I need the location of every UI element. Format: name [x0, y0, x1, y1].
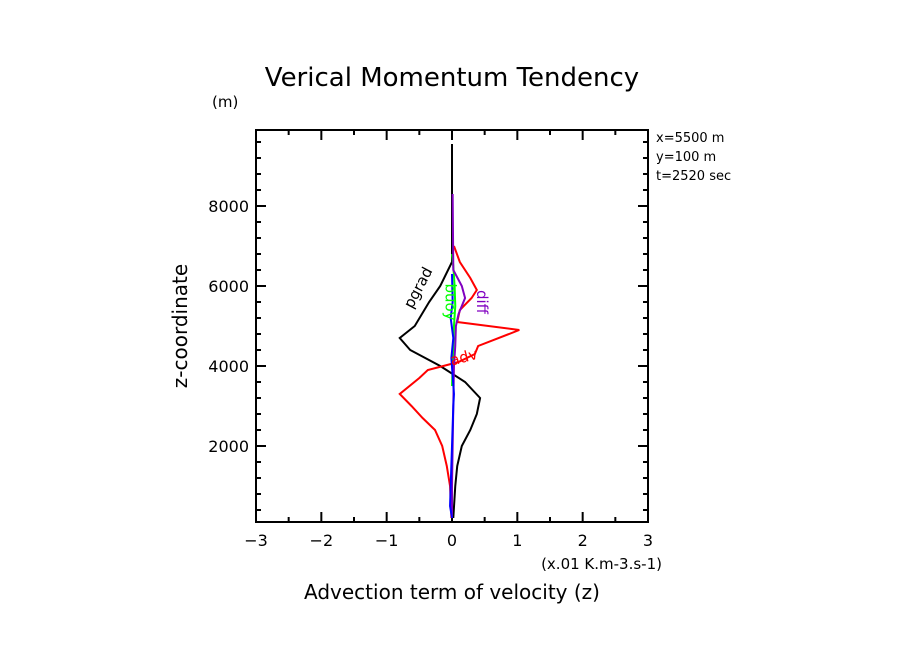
chart-title: Verical Momentum Tendency [265, 63, 639, 93]
info-x: x=5500 m [656, 131, 724, 146]
x-tick-label: 0 [447, 531, 457, 550]
y-tick-label: 6000 [208, 277, 249, 296]
y-tick-label: 4000 [208, 357, 249, 376]
info-y: y=100 m [656, 150, 716, 165]
y-tick-label: 8000 [208, 197, 249, 216]
y-tick-label: 2000 [208, 437, 249, 456]
series-line-series4 [449, 273, 455, 519]
series-label-buoy: buoy [441, 283, 459, 320]
x-tick-label: 3 [643, 531, 653, 550]
series-line-adv [398, 245, 520, 519]
y-unit-label: (m) [212, 93, 238, 111]
info-t: t=2520 sec [656, 169, 731, 184]
x-tick-label: 2 [578, 531, 588, 550]
y-axis-label: z-coordinate [168, 264, 192, 388]
series-label-diff: diff [473, 290, 491, 315]
x-tick-label: 1 [512, 531, 522, 550]
x-tick-label: −3 [244, 531, 268, 550]
x-unit-label: (x.01 K.m-3.s-1) [541, 555, 662, 573]
x-tick-label: −2 [310, 531, 334, 550]
series-line-pgrad [398, 144, 482, 519]
x-axis-label: Advection term of velocity (z) [304, 580, 600, 604]
series-label-pgrad: pgrad [400, 264, 437, 311]
x-tick-label: −1 [375, 531, 399, 550]
